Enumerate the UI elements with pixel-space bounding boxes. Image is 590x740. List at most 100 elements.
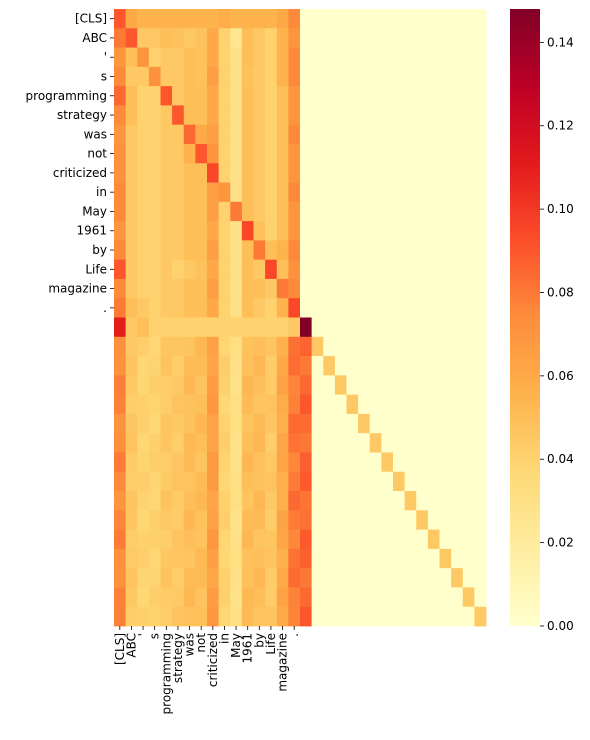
heatmap-cell [427,9,440,29]
heatmap-cell [393,143,406,164]
heatmap-cell [369,298,382,318]
heatmap-cell [334,548,347,569]
heatmap-cell [230,28,243,48]
heatmap-cell [334,317,347,338]
heatmap-cell [393,86,406,106]
heatmap-cell [276,568,289,588]
heatmap-cell [253,47,266,68]
heatmap-cell [346,606,359,627]
heatmap-cell [404,317,417,338]
heatmap-cell [230,221,243,241]
heatmap-cell [381,66,394,87]
heatmap-cell [346,278,359,299]
heatmap-cell [230,66,243,87]
heatmap-cell [114,182,127,203]
heatmap-cell [183,124,196,145]
heatmap-cell [172,394,185,415]
heatmap-cell [346,413,359,434]
heatmap-cell [393,336,406,357]
heatmap-cell [323,298,336,318]
heatmap-cell [160,433,173,453]
heatmap-cell [427,394,440,415]
heatmap-cell [334,47,347,68]
heatmap-cell [300,510,313,530]
heatmap-cell [265,413,278,434]
heatmap-cell [125,394,138,415]
heatmap-cell [334,278,347,299]
heatmap-cell [451,317,464,338]
heatmap-cell [311,124,324,145]
heatmap-cell [183,221,196,241]
heatmap-cell [404,606,417,627]
heatmap-cell [416,298,429,318]
heatmap-cell [358,163,371,183]
heatmap-cell [160,47,173,68]
heatmap-cell [253,375,266,396]
heatmap-cell [462,9,475,29]
heatmap-cell [288,413,301,434]
heatmap-cell [230,471,243,492]
heatmap-cell [137,356,150,376]
heatmap-cell [439,105,452,126]
heatmap-cell [311,221,324,241]
heatmap-cell [381,124,394,145]
heatmap-cell [346,471,359,492]
heatmap-cell [114,143,127,164]
heatmap-cell [462,28,475,48]
heatmap-cell [462,47,475,68]
heatmap-cell [160,375,173,396]
heatmap-cell [346,259,359,280]
heatmap-cell [253,548,266,569]
heatmap-cell [369,105,382,126]
heatmap-cell [160,471,173,492]
heatmap-cell [288,606,301,627]
heatmap-cell [451,606,464,627]
heatmap-cell [451,452,464,473]
heatmap-cell [358,259,371,280]
heatmap-cell [241,278,254,299]
heatmap-cell [369,529,382,550]
heatmap-cell [207,510,220,530]
heatmap-cell [207,433,220,453]
heatmap-cell [137,606,150,627]
heatmap-cell [427,221,440,241]
heatmap-cell [323,278,336,299]
heatmap-cell [439,47,452,68]
heatmap-cell [125,163,138,183]
heatmap-cell [265,9,278,29]
heatmap-cell [393,548,406,569]
heatmap-cell [183,452,196,473]
x-tick-label: criticized [206,633,220,687]
heatmap-cell [346,86,359,106]
heatmap-cell [462,606,475,627]
heatmap-cell [160,201,173,222]
heatmap-cell [288,452,301,473]
heatmap-cell [416,375,429,396]
y-tick-label: May [82,204,107,218]
heatmap-cell [218,105,231,126]
heatmap-cell [358,548,371,569]
heatmap-cell [114,529,127,550]
heatmap-cell [451,143,464,164]
heatmap-cell [288,9,301,29]
heatmap-cell [369,240,382,261]
heatmap-cell [474,394,487,415]
heatmap-cell [195,278,208,299]
heatmap-cell [288,47,301,68]
heatmap-cell [334,9,347,29]
heatmap-cell [346,298,359,318]
heatmap-cell [172,201,185,222]
heatmap-cell [474,606,487,627]
heatmap-cell [195,66,208,87]
heatmap-cell [276,356,289,376]
heatmap-cell [462,317,475,338]
heatmap-cell [195,47,208,68]
heatmap-cell [253,491,266,511]
heatmap-cell [265,28,278,48]
heatmap-cell [195,510,208,530]
heatmap-cell [114,298,127,318]
heatmap-cell [474,221,487,241]
heatmap-cell [451,28,464,48]
heatmap-cell [276,317,289,338]
heatmap-cell [230,529,243,550]
